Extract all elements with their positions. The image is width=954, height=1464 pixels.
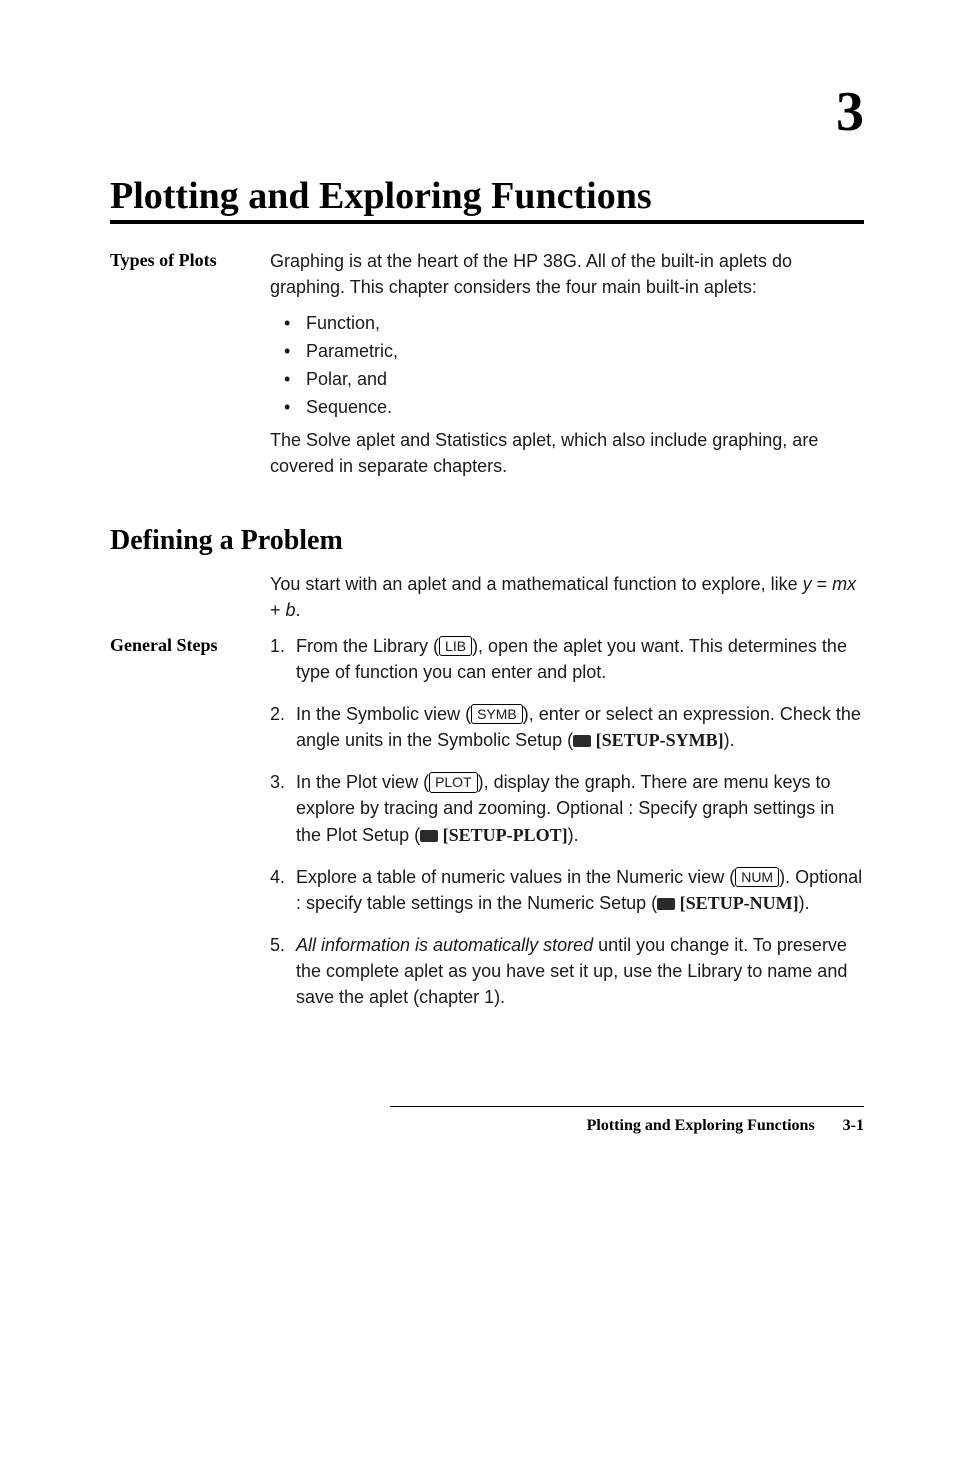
step-3: In the Plot view (PLOT), display the gra… <box>270 769 864 847</box>
types-intro: Graphing is at the heart of the HP 38G. … <box>270 248 864 300</box>
step-4: Explore a table of numeric values in the… <box>270 864 864 916</box>
eq-dot: . <box>296 600 301 620</box>
footer-title: Plotting and Exploring Functions <box>587 1117 815 1134</box>
shift-key-icon <box>420 830 438 842</box>
list-item: Parametric, <box>284 338 864 364</box>
shift-key-icon <box>657 898 675 910</box>
list-item: Sequence. <box>284 394 864 420</box>
steps-list: From the Library (LIB), open the aplet y… <box>270 633 864 1010</box>
footer-rule <box>390 1106 864 1107</box>
s2a: In the Symbolic view ( <box>296 704 471 724</box>
section-title-defining: Defining a Problem <box>110 525 864 557</box>
defining-intro-body: You start with an aplet and a mathematic… <box>270 571 864 633</box>
lib-key-icon: LIB <box>439 636 472 656</box>
shift-key-icon <box>573 735 591 747</box>
general-steps-body: From the Library (LIB), open the aplet y… <box>270 633 864 1026</box>
s4a: Explore a table of numeric values in the… <box>296 867 735 887</box>
s4d: ). <box>799 893 810 913</box>
empty-label <box>110 571 270 573</box>
eq-mx: mx <box>832 574 856 594</box>
list-item: Polar, and <box>284 366 864 392</box>
footer-page: 3-1 <box>843 1117 864 1134</box>
types-outro: The Solve aplet and Statistics aplet, wh… <box>270 427 864 479</box>
title-underline <box>110 220 864 224</box>
types-of-plots-row: Types of Plots Graphing is at the heart … <box>110 248 864 489</box>
page-footer: Plotting and Exploring Functions 3-1 <box>110 1117 864 1135</box>
general-steps-row: General Steps From the Library (LIB), op… <box>110 633 864 1026</box>
general-steps-label: General Steps <box>110 633 270 656</box>
step-5: All information is automatically stored … <box>270 932 864 1010</box>
step-2: In the Symbolic view (SYMB), enter or se… <box>270 701 864 753</box>
intro-text: You start with an aplet and a mathematic… <box>270 574 803 594</box>
chapter-title: Plotting and Exploring Functions <box>110 174 864 218</box>
s3a: In the Plot view ( <box>296 772 429 792</box>
s3d: ). <box>568 825 579 845</box>
s5a: All information is automatically stored <box>296 935 593 955</box>
list-item: Function, <box>284 310 864 336</box>
s1a: From the Library ( <box>296 636 439 656</box>
symb-key-icon: SYMB <box>471 704 523 724</box>
eq-plus: + <box>270 600 286 620</box>
s2d: ). <box>724 730 735 750</box>
eq-b: b <box>286 600 296 620</box>
aplet-list: Function, Parametric, Polar, and Sequenc… <box>284 310 864 420</box>
s2c: [SETUP-SYMB] <box>591 730 724 750</box>
plot-key-icon: PLOT <box>429 772 478 792</box>
num-key-icon: NUM <box>735 867 779 887</box>
page: 3 Plotting and Exploring Functions Types… <box>0 0 954 1195</box>
types-of-plots-label: Types of Plots <box>110 248 270 271</box>
defining-intro: You start with an aplet and a mathematic… <box>270 571 864 623</box>
eq-eq: = <box>812 574 833 594</box>
s3c: [SETUP-PLOT] <box>438 825 568 845</box>
defining-intro-row: You start with an aplet and a mathematic… <box>110 571 864 633</box>
s4c: [SETUP-NUM] <box>675 893 799 913</box>
eq-y: y <box>803 574 812 594</box>
chapter-number: 3 <box>110 80 864 144</box>
step-1: From the Library (LIB), open the aplet y… <box>270 633 864 685</box>
types-of-plots-body: Graphing is at the heart of the HP 38G. … <box>270 248 864 489</box>
